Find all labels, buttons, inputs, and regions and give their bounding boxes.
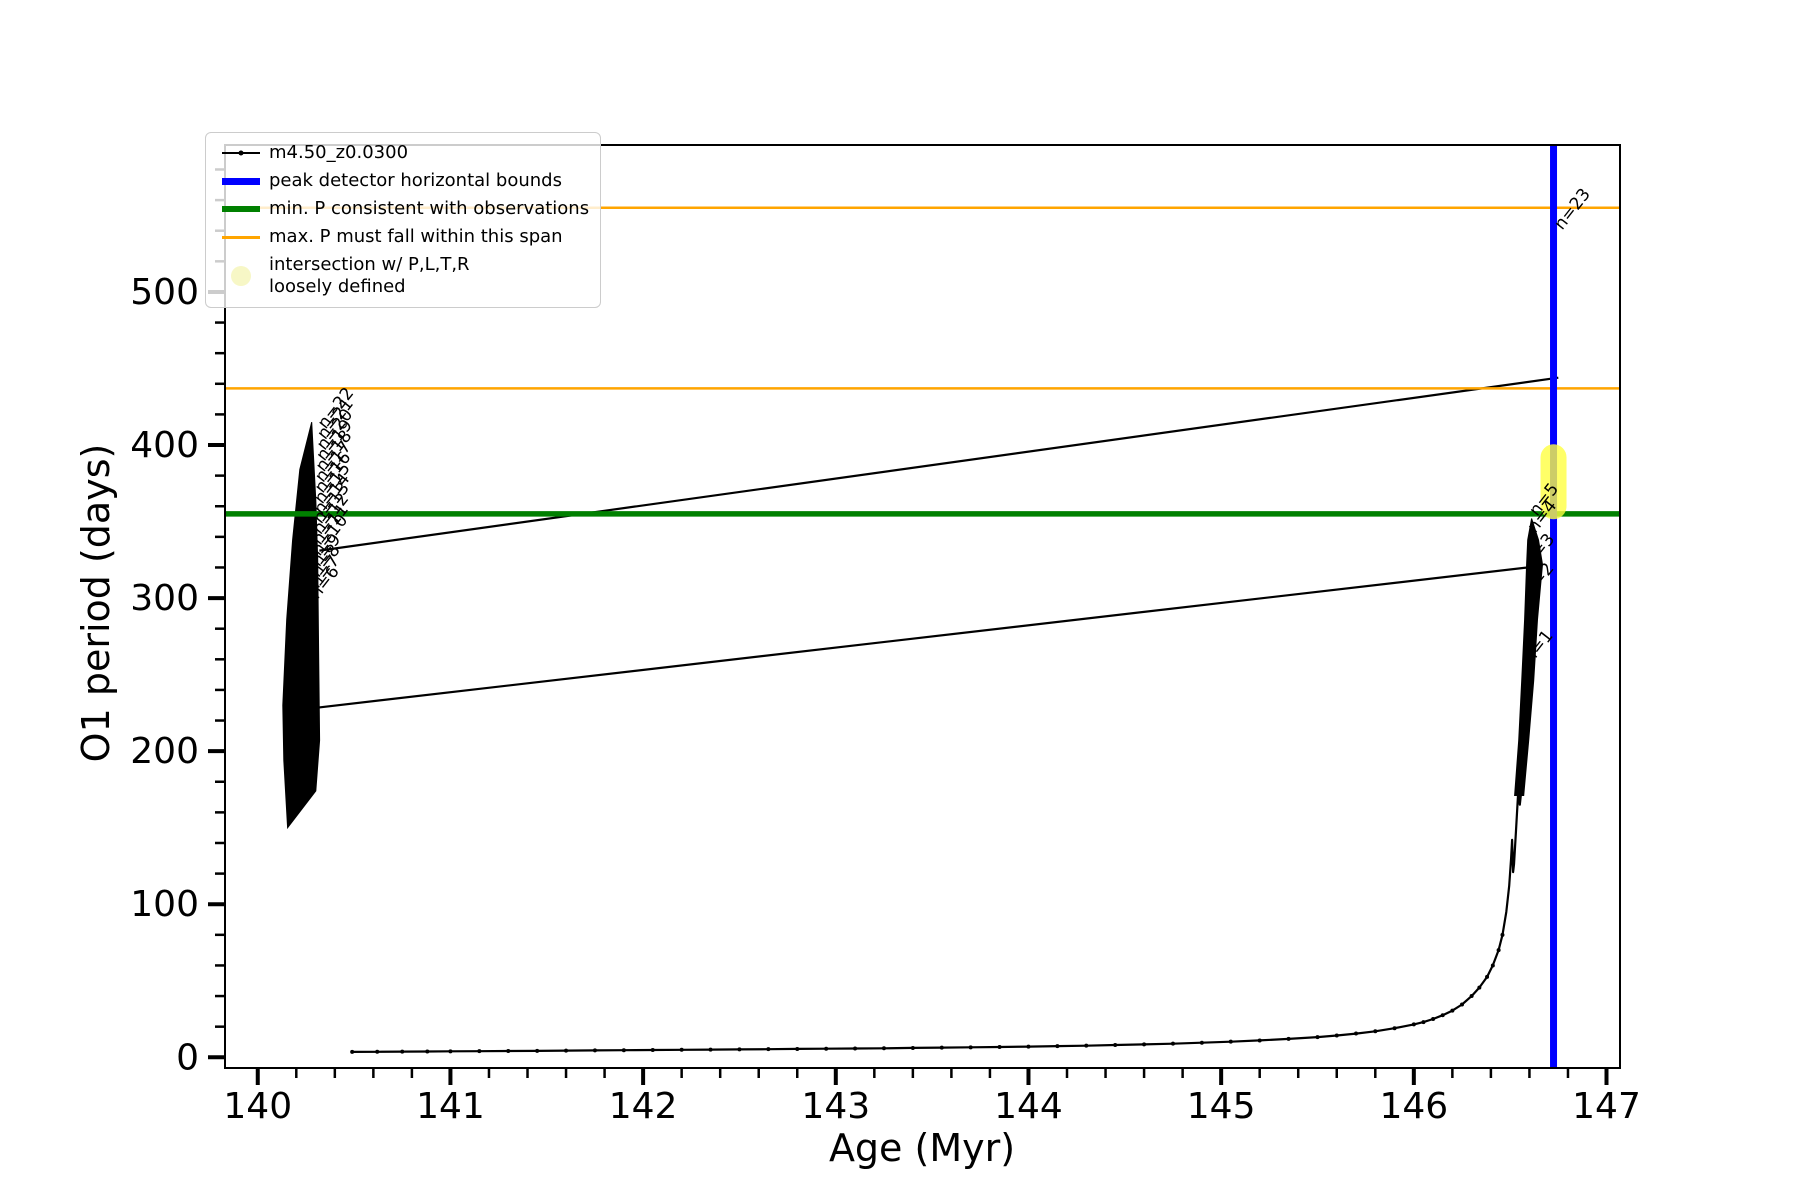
x-tick-label: 141	[416, 1086, 485, 1127]
series-marker	[1228, 1039, 1233, 1044]
series-marker	[400, 1049, 405, 1054]
legend-label-min-p: min. P consistent with observations	[269, 198, 590, 220]
y-tick-label: 200	[130, 731, 199, 772]
series-marker	[425, 1049, 430, 1054]
series-marker	[650, 1048, 655, 1053]
series-marker	[564, 1048, 569, 1053]
series-marker	[1490, 963, 1495, 968]
y-tick-label: 300	[130, 578, 199, 619]
legend-label-max-p: max. P must fall within this span	[269, 226, 563, 248]
axes-spines	[224, 144, 1621, 1069]
series-marker	[1170, 1041, 1175, 1046]
series-jump-line-1	[319, 376, 1559, 552]
series-marker	[1431, 1017, 1436, 1022]
series-marker	[968, 1045, 973, 1050]
green-line-swatch	[222, 198, 260, 220]
series-marker	[1142, 1042, 1147, 1047]
x-tick-label: 145	[1187, 1086, 1256, 1127]
x-axis-title: Age (Myr)	[828, 1126, 1016, 1170]
series-curve	[352, 732, 1525, 1053]
series-marker	[1460, 1002, 1465, 1007]
series-marker	[1084, 1043, 1089, 1048]
series-marker	[1500, 932, 1505, 937]
orange-line-swatch	[222, 226, 260, 248]
yellow-dot-swatch	[222, 265, 260, 287]
x-tick-label: 142	[609, 1086, 678, 1127]
series-marker	[766, 1047, 771, 1052]
series-marker	[1315, 1035, 1320, 1040]
series-marker	[1113, 1043, 1118, 1048]
left-oscillation-cluster	[282, 421, 321, 830]
series-marker	[1469, 994, 1474, 999]
series-marker	[1496, 948, 1501, 953]
series-marker	[448, 1049, 453, 1054]
series-jump-line-2	[311, 566, 1528, 710]
series-marker	[1055, 1044, 1060, 1049]
series-marker	[1334, 1033, 1339, 1038]
series-marker	[737, 1047, 742, 1052]
legend-box: m4.50_z0.0300 peak detector horizontal b…	[205, 132, 601, 309]
blue-line-swatch	[222, 170, 260, 192]
y-axis-title: O1 period (days)	[74, 443, 118, 763]
series-marker	[1199, 1040, 1204, 1045]
legend-entry-series: m4.50_z0.0300	[222, 142, 592, 164]
series-marker	[1392, 1026, 1397, 1031]
series-marker	[795, 1046, 800, 1051]
series-marker	[1373, 1029, 1378, 1034]
series-marker	[535, 1048, 540, 1053]
legend-label-series: m4.50_z0.0300	[269, 142, 409, 164]
x-tick-label: 140	[223, 1086, 292, 1127]
series-marker	[1257, 1038, 1262, 1043]
series-marker	[1411, 1022, 1416, 1027]
y-tick-label: 500	[130, 272, 199, 313]
legend-entry-intersection: intersection w/ P,L,T,R loosely defined	[222, 254, 592, 297]
x-tick-label: 146	[1379, 1086, 1448, 1127]
series-marker	[1440, 1013, 1445, 1018]
series-marker	[375, 1049, 380, 1054]
series-marker	[853, 1046, 858, 1051]
series-marker	[592, 1048, 597, 1053]
y-tick-label: 400	[130, 425, 199, 466]
series-line-swatch	[222, 142, 260, 164]
legend-label-intersection: intersection w/ P,L,T,R loosely defined	[269, 254, 470, 297]
series-marker	[939, 1045, 944, 1050]
y-tick-label: 100	[130, 884, 199, 925]
series-marker	[1477, 985, 1482, 990]
series-marker	[1485, 974, 1490, 979]
series-marker	[506, 1049, 511, 1054]
series-marker	[708, 1047, 713, 1052]
series-marker	[997, 1045, 1002, 1050]
x-tick-label: 144	[994, 1086, 1063, 1127]
series-marker	[350, 1049, 355, 1054]
annotation-n=23: n=23	[1550, 185, 1594, 234]
x-tick-label: 147	[1572, 1086, 1641, 1127]
series-marker	[1026, 1044, 1031, 1049]
legend-entry-peak-bounds: peak detector horizontal bounds	[222, 170, 592, 192]
y-tick-label: 0	[176, 1037, 199, 1078]
series-marker	[910, 1045, 915, 1050]
series-marker	[881, 1046, 886, 1051]
series-marker	[679, 1047, 684, 1052]
legend-label-peak-bounds: peak detector horizontal bounds	[269, 170, 562, 192]
series-marker	[1421, 1020, 1426, 1025]
right-oscillation-cluster	[1514, 518, 1544, 796]
x-tick-label: 143	[801, 1086, 870, 1127]
series-marker	[824, 1046, 829, 1051]
series-marker	[1286, 1036, 1291, 1041]
legend-entry-max-p: max. P must fall within this span	[222, 226, 592, 248]
series-marker	[1354, 1031, 1359, 1036]
series-marker	[477, 1049, 482, 1054]
legend-entry-min-p: min. P consistent with observations	[222, 198, 592, 220]
series-marker	[621, 1048, 626, 1053]
series-marker	[1450, 1008, 1455, 1013]
